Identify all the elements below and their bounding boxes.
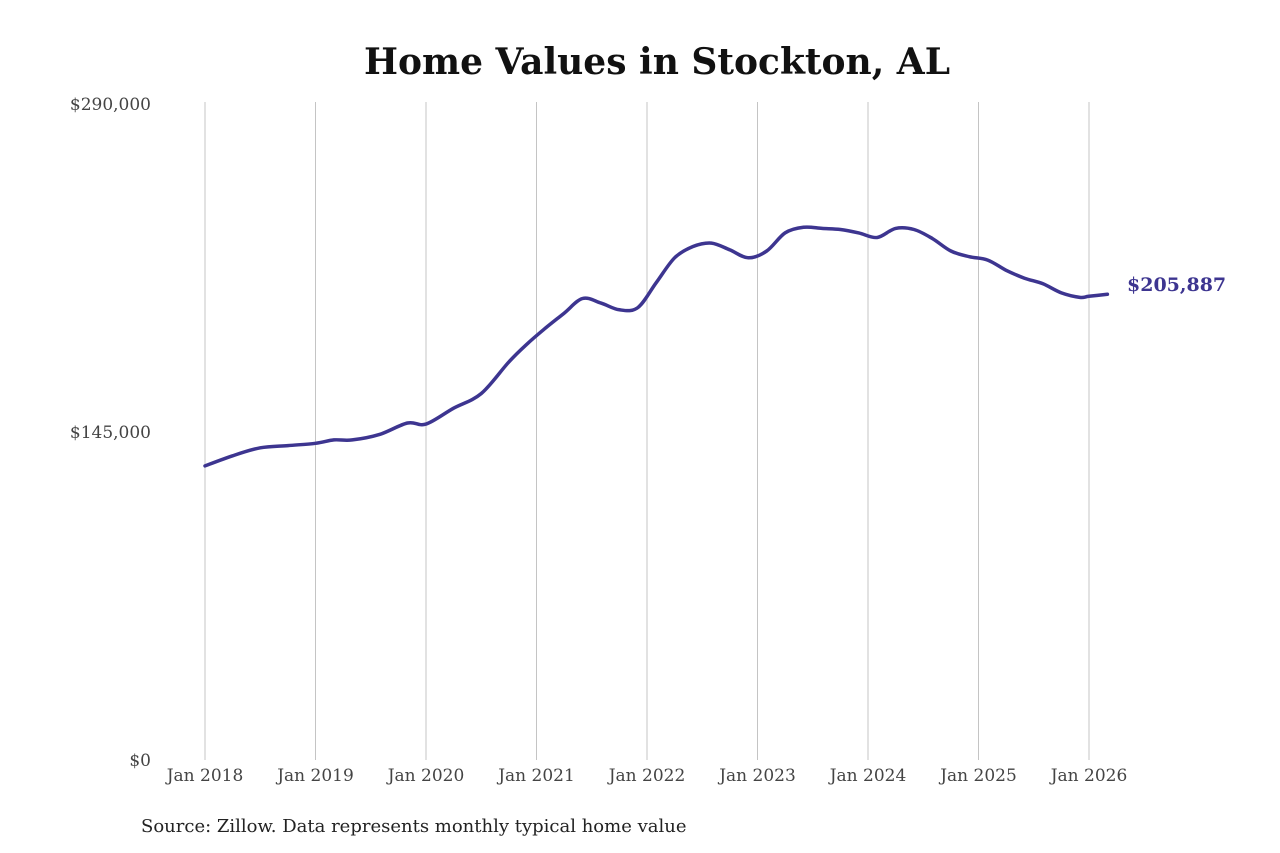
x-tick-label: Jan 2024 [828, 766, 907, 786]
x-tick-label: Jan 2026 [1049, 766, 1128, 786]
x-tick-label: Jan 2019 [275, 766, 354, 786]
x-tick-label: Jan 2020 [386, 766, 465, 786]
x-tick-label: Jan 2025 [938, 766, 1017, 786]
chart-title: Home Values in Stockton, AL [364, 41, 950, 83]
x-axis-ticks: Jan 2018 Jan 2019 Jan 2020 Jan 2021 Jan 2022… [165, 766, 1128, 786]
line-chart: Home Values in Stockton, AL $0 $145,000 $2… [70, 41, 1226, 786]
y-tick-label: $145,000 [70, 423, 151, 443]
end-value-label: $205,887 [1127, 274, 1226, 296]
x-tick-label: Jan 2018 [165, 766, 244, 786]
source-note: Source: Zillow. Data represents monthly … [141, 816, 687, 837]
series-layer [203, 225, 1110, 468]
x-tick-label: Jan 2022 [607, 766, 686, 786]
y-tick-label: $0 [129, 751, 151, 771]
y-axis-ticks: $0 $145,000 $290,000 [70, 95, 151, 771]
y-tick-label: $290,000 [70, 95, 151, 115]
grid-lines [204, 102, 1090, 760]
series-line [203, 225, 1110, 468]
x-tick-label: Jan 2021 [496, 766, 575, 786]
x-tick-label: Jan 2023 [717, 766, 796, 786]
